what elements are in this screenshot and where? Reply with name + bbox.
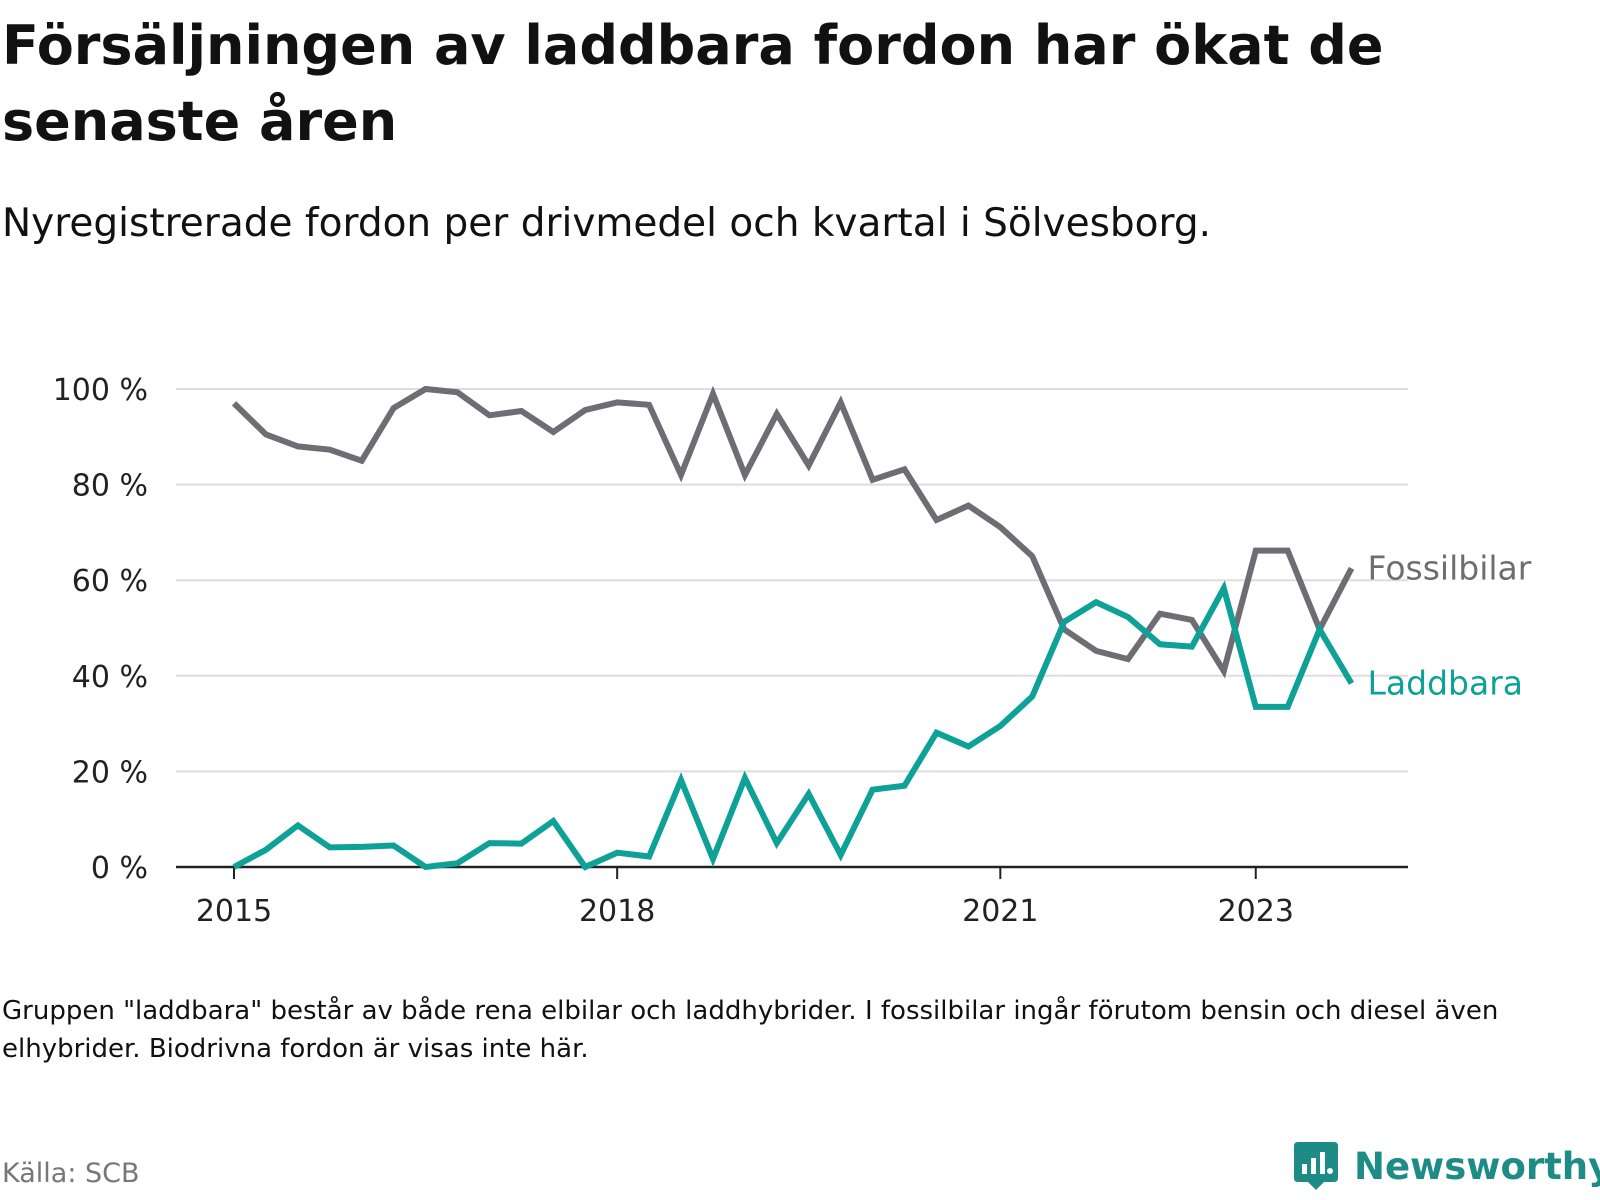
x-tick-label-2015: 2015 <box>196 894 272 929</box>
newsworthy-logo-icon <box>1294 1142 1338 1190</box>
brand-logo-block[interactable]: Newsworthy <box>1292 1140 1600 1192</box>
series-label-laddbara: Laddbara <box>1368 663 1523 702</box>
y-tick-label-40: 40 % <box>72 660 148 695</box>
x-tick-label-2023: 2023 <box>1218 894 1294 929</box>
source-credit: Källa: SCB <box>2 1158 140 1189</box>
brand-name: Newsworthy <box>1354 1144 1600 1188</box>
chart-title: Försäljningen av laddbara fordon har öka… <box>2 14 1384 153</box>
chart-subtitle: Nyregistrerade fordon per drivmedel och … <box>2 201 1212 246</box>
line-chart: 0 % 20 % 40 % 60 % 80 % 100 % 2015 2018 2021 2023… <box>53 373 1532 929</box>
series-line-laddbara <box>232 580 1355 871</box>
series-line-fossilbilar <box>231 385 1355 679</box>
y-tick-label-80: 80 % <box>72 469 148 504</box>
x-tick-label-2018: 2018 <box>579 894 655 929</box>
y-tick-label-20: 20 % <box>72 755 148 790</box>
chart-footnote: Gruppen "laddbara" består av både rena e… <box>2 996 1499 1064</box>
series-label-fossilbilar: Fossilbilar <box>1368 548 1532 587</box>
y-tick-label-60: 60 % <box>72 564 148 599</box>
y-tick-label-100: 100 % <box>53 373 148 408</box>
y-tick-label-0: 0 % <box>91 851 148 886</box>
x-tick-label-2021: 2021 <box>962 894 1038 929</box>
